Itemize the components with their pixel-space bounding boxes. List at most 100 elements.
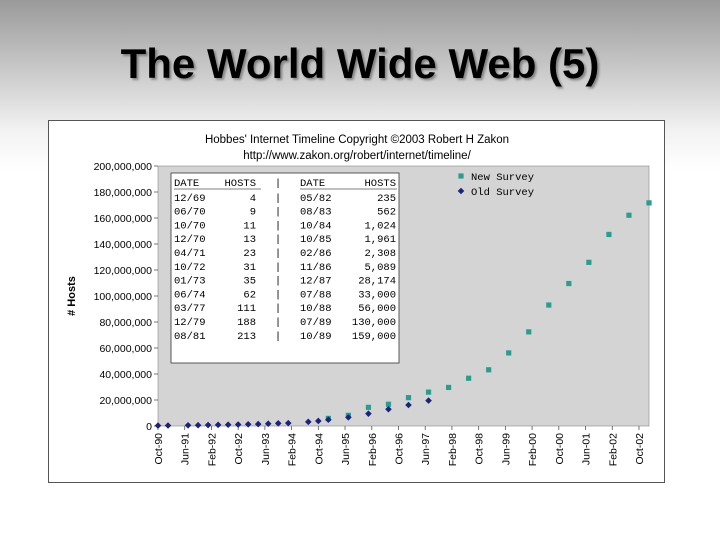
x-tick-label: Oct-00 xyxy=(554,433,566,465)
x-tick-label: Feb-98 xyxy=(447,433,459,466)
x-tick-label: Feb-96 xyxy=(367,433,379,466)
inset-table-cell: | xyxy=(275,248,281,260)
new-survey-point xyxy=(425,389,432,395)
inset-table-header: DATE xyxy=(300,178,325,190)
old-survey-point xyxy=(164,422,172,429)
old-survey-point xyxy=(405,401,412,409)
inset-table-cell: 10/72 xyxy=(174,262,206,274)
inset-table-cell: 01/73 xyxy=(174,276,206,288)
x-tick-label: Jun-99 xyxy=(500,433,512,465)
inset-table-cell: 04/71 xyxy=(174,248,206,260)
inset-table-cell: 562 xyxy=(377,207,396,219)
old-survey-point xyxy=(385,405,392,413)
hosts-chart: Hobbes' Internet Timeline Copyright ©200… xyxy=(66,134,652,466)
inset-table-cell: 33,000 xyxy=(358,289,396,301)
slide-title: The World Wide Web (5) xyxy=(120,40,600,87)
new-survey-point xyxy=(445,384,452,391)
legend-label: New Survey xyxy=(471,172,534,184)
x-tick-label: Oct-92 xyxy=(233,433,245,465)
inset-table-cell: 07/88 xyxy=(300,289,332,301)
inset-table-cell: 1,961 xyxy=(364,234,396,246)
inset-table-cell: | xyxy=(275,193,281,205)
inset-table-cell: | xyxy=(275,317,281,329)
new-survey-point xyxy=(626,212,632,218)
inset-table-cell: 12/69 xyxy=(174,193,206,205)
inset-table-header: HOSTS xyxy=(364,178,396,190)
inset-table-cell: 28,174 xyxy=(358,276,396,288)
inset-table-cell: 13 xyxy=(243,234,256,246)
x-tick-label: Oct-90 xyxy=(153,433,165,465)
legend-marker-new-survey xyxy=(458,173,464,179)
new-survey-point xyxy=(506,350,512,356)
y-tick-label: 20,000,000 xyxy=(99,395,152,407)
new-survey-point xyxy=(566,280,572,287)
chart-frame: Hobbes' Internet Timeline Copyright ©200… xyxy=(48,120,665,483)
y-tick-label: 40,000,000 xyxy=(99,369,152,381)
inset-table-cell: | xyxy=(275,262,281,274)
x-tick-label: Jun-97 xyxy=(420,433,432,465)
inset-table-cell: 08/83 xyxy=(300,207,332,219)
inset-table-cell: | xyxy=(275,276,281,288)
inset-table-cell: 35 xyxy=(243,276,256,288)
x-tick-label: Jun-95 xyxy=(340,433,352,465)
inset-table-cell: 130,000 xyxy=(352,317,396,329)
inset-table-cell: 10/88 xyxy=(300,303,332,315)
old-survey-point xyxy=(234,421,242,428)
new-survey-point xyxy=(405,395,412,401)
x-tick-label: Feb-02 xyxy=(607,433,619,466)
old-survey-point xyxy=(425,397,432,404)
x-tick-label: Oct-96 xyxy=(393,433,405,465)
new-survey-point xyxy=(526,329,532,335)
old-survey-point xyxy=(194,421,202,429)
new-survey-point xyxy=(365,404,372,410)
inset-table-cell: 11 xyxy=(243,220,256,232)
inset-table-cell: 02/86 xyxy=(300,248,332,260)
old-survey-point xyxy=(154,422,162,429)
inset-table-cell: 213 xyxy=(237,331,256,343)
inset-table-header: DATE xyxy=(174,178,199,190)
inset-table-cell: 188 xyxy=(237,317,256,329)
inset-table-cell: 03/77 xyxy=(174,303,206,315)
inset-table-cell: | xyxy=(275,207,281,219)
inset-table-cell: 9 xyxy=(250,207,256,219)
chart-subtitle: http://www.zakon.org/robert/internet/tim… xyxy=(243,150,471,162)
inset-table-cell: 12/87 xyxy=(300,276,332,288)
new-survey-point xyxy=(385,401,392,407)
old-survey-point xyxy=(345,414,352,421)
inset-table-cell: | xyxy=(275,289,281,301)
old-survey-point xyxy=(184,422,192,429)
y-tick-label: 200,000,000 xyxy=(94,161,153,173)
old-survey-point xyxy=(204,421,212,429)
x-tick-label: Oct-94 xyxy=(313,433,325,465)
x-tick-label: Feb-92 xyxy=(206,433,218,466)
inset-table-cell: | xyxy=(275,303,281,315)
inset-table-cell: 4 xyxy=(250,193,256,205)
inset-table-cell: 111 xyxy=(237,303,256,315)
inset-table-cell: 5,089 xyxy=(364,262,396,274)
inset-table-cell: 159,000 xyxy=(352,331,396,343)
inset-table-cell: 62 xyxy=(243,289,256,301)
inset-table-cell: 235 xyxy=(377,193,396,205)
old-survey-point xyxy=(224,421,232,429)
old-survey-point xyxy=(214,421,222,429)
old-survey-point xyxy=(244,420,252,428)
new-survey-point xyxy=(646,200,652,206)
x-tick-label: Jun-93 xyxy=(260,433,272,465)
new-survey-point xyxy=(586,259,592,265)
inset-table-cell: | xyxy=(275,234,281,246)
x-tick-label: Feb-00 xyxy=(527,433,539,466)
inset-table-cell: 31 xyxy=(243,262,256,274)
inset-table-header: HOSTS xyxy=(224,178,256,190)
inset-table-header: | xyxy=(275,178,281,190)
new-survey-point xyxy=(466,375,472,381)
inset-table-cell: 10/70 xyxy=(174,220,206,232)
y-tick-label: 0 xyxy=(146,421,152,433)
inset-table-cell: 10/84 xyxy=(300,220,332,232)
inset-table-cell: 12/79 xyxy=(174,317,206,329)
old-survey-point xyxy=(325,416,332,423)
inset-table-cell: 10/89 xyxy=(300,331,332,343)
old-survey-point xyxy=(284,419,292,427)
inset-table-cell: 06/74 xyxy=(174,289,206,301)
new-survey-point xyxy=(606,231,612,238)
chart-title: Hobbes' Internet Timeline Copyright ©200… xyxy=(205,134,509,146)
